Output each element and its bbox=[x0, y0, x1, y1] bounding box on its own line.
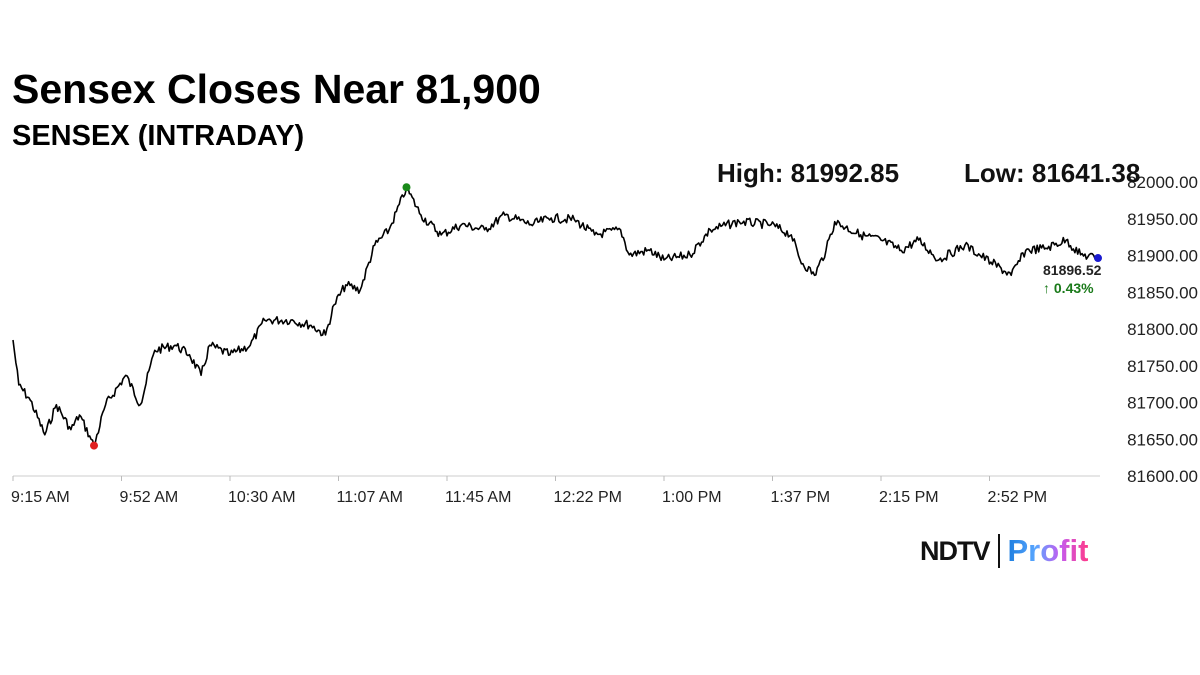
low-marker bbox=[90, 441, 99, 450]
y-tick-label: 81650.00 bbox=[1127, 430, 1198, 449]
x-tick-label: 12:22 PM bbox=[554, 489, 622, 506]
y-tick-label: 81850.00 bbox=[1127, 283, 1198, 302]
y-tick-label: 81950.00 bbox=[1127, 210, 1198, 229]
y-tick-label: 82000.00 bbox=[1127, 173, 1198, 192]
x-tick-label: 11:45 AM bbox=[445, 489, 511, 506]
low-label: Low: 81641.38 bbox=[964, 158, 1141, 188]
x-tick-label: 9:15 AM bbox=[11, 489, 70, 506]
x-tick-label: 2:52 PM bbox=[988, 489, 1048, 506]
y-tick-label: 81700.00 bbox=[1127, 394, 1198, 413]
last-price-marker bbox=[1094, 254, 1102, 263]
x-tick-label: 11:07 AM bbox=[337, 489, 403, 506]
y-tick-label: 81750.00 bbox=[1127, 357, 1198, 376]
x-tick-label: 1:00 PM bbox=[662, 489, 722, 506]
x-tick-label: 10:30 AM bbox=[228, 489, 296, 506]
logo-profit: Profit bbox=[1007, 533, 1089, 568]
change-label: ↑ 0.43% bbox=[1043, 280, 1094, 296]
chart-subtitle: SENSEX (INTRADAY) bbox=[12, 120, 305, 152]
y-tick-label: 81600.00 bbox=[1127, 467, 1198, 486]
last-price-label: 81896.52 bbox=[1043, 262, 1102, 278]
high-label: High: 81992.85 bbox=[717, 158, 900, 188]
ndtv-profit-logo: NDTV Profit bbox=[920, 533, 1088, 569]
chart-title: Sensex Closes Near 81,900 bbox=[12, 66, 541, 112]
logo-divider bbox=[997, 534, 1000, 568]
x-tick-label: 2:15 PM bbox=[879, 489, 939, 506]
x-tick-label: 9:52 AM bbox=[120, 489, 179, 506]
high-marker bbox=[402, 183, 411, 192]
logo-ndtv: NDTV bbox=[920, 535, 990, 566]
y-tick-label: 81800.00 bbox=[1127, 320, 1198, 339]
y-tick-label: 81900.00 bbox=[1127, 247, 1198, 266]
price-line bbox=[12, 185, 1099, 447]
x-tick-label: 1:37 PM bbox=[771, 489, 831, 506]
